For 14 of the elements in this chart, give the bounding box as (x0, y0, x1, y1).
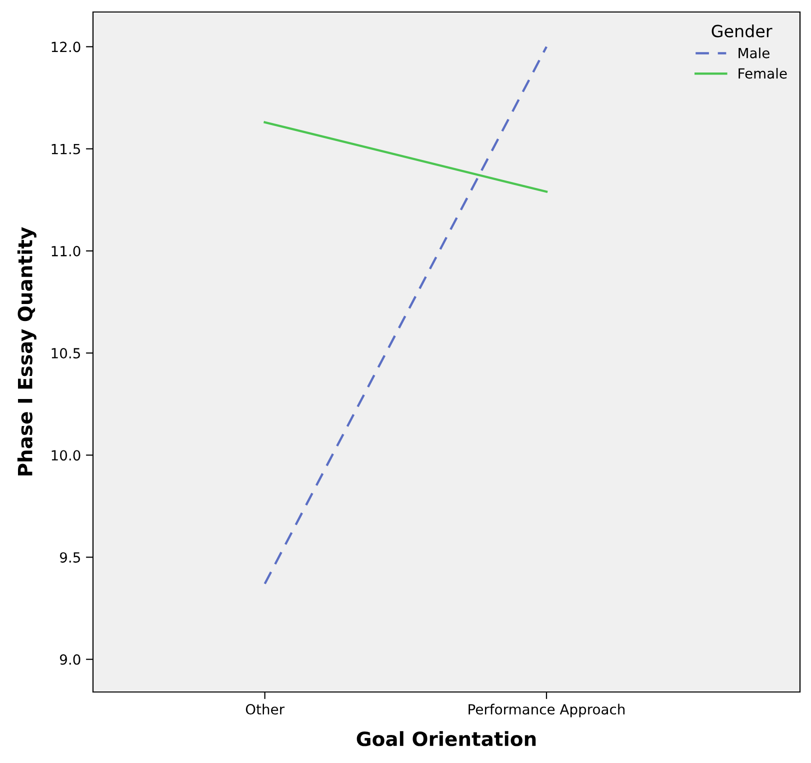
y-tick-label: 9.0 (60, 654, 80, 665)
y-tick-label: 10.5 (52, 348, 80, 358)
legend-label: Male (738, 48, 770, 58)
y-tick-label: 9.5 (60, 552, 80, 563)
x-axis-title: Goal Orientation (356, 731, 536, 746)
x-tick-label: Performance Approach (468, 704, 625, 718)
y-tick-label: 11.0 (52, 246, 80, 256)
y-tick-label: 10.0 (52, 450, 80, 461)
y-tick-label: 12.0 (52, 42, 80, 52)
y-tick-label: 11.5 (52, 144, 80, 154)
x-tick-label: Other (246, 704, 285, 715)
y-axis-title: Phase I Essay Quantity (17, 227, 36, 476)
legend-label: Female (738, 68, 787, 79)
legend-title: Gender (712, 24, 772, 38)
